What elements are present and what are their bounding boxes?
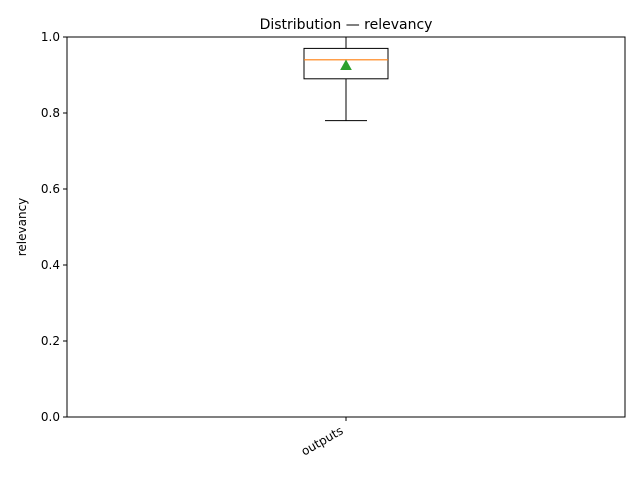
y-tick-label: 0.4 [41,258,60,272]
y-tick-label: 0.0 [41,410,60,424]
plot-layer: 0.0 0.2 0.4 0.6 0.8 1.0 outputs [41,30,626,459]
mean-marker [340,59,352,70]
y-tick-label: 0.2 [41,334,60,348]
x-tick-label: outputs [299,423,346,458]
y-tick-label: 0.6 [41,182,60,196]
chart-title: Distribution — relevancy [260,17,433,33]
y-tick-label: 0.8 [41,106,60,120]
y-axis-label: relevancy [15,198,29,257]
y-tick-label: 1.0 [41,30,60,44]
box-iqr [303,47,389,80]
